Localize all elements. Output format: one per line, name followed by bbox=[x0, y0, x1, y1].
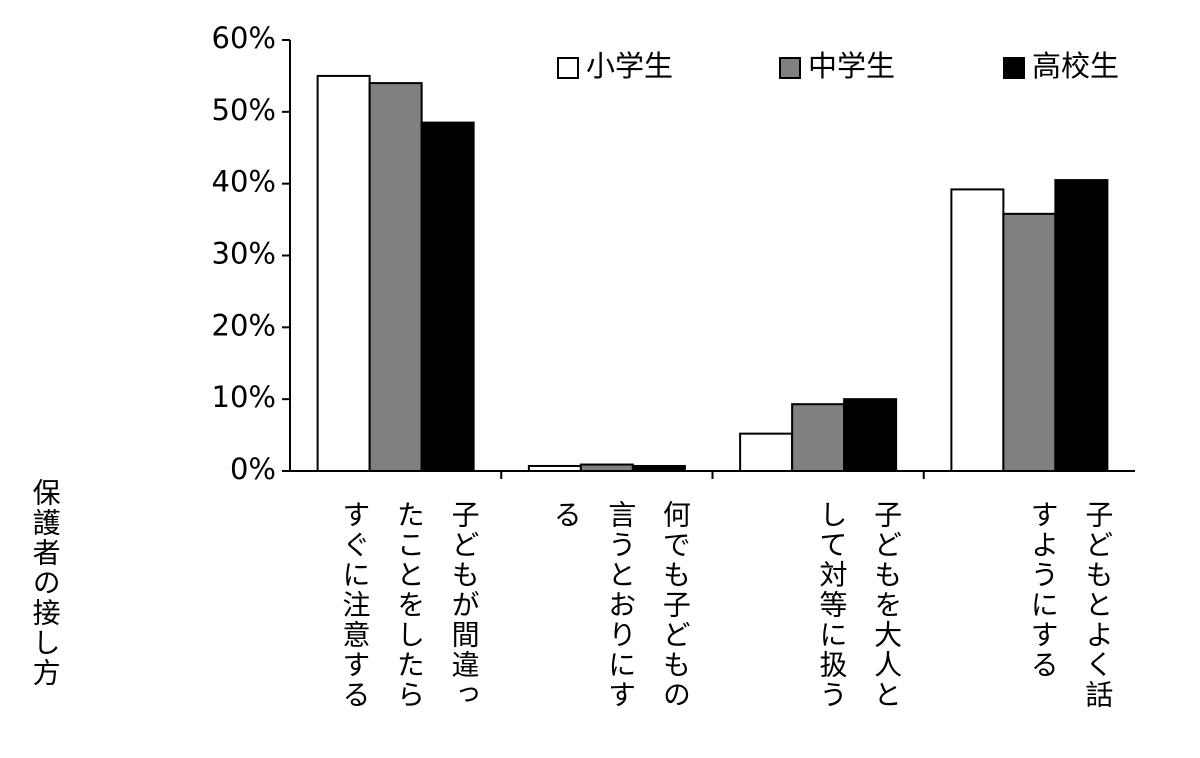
y-tick-label: 40% bbox=[212, 165, 276, 199]
legend-swatch bbox=[1003, 57, 1025, 79]
bar bbox=[950, 188, 1005, 472]
bar bbox=[1002, 212, 1057, 472]
bar bbox=[791, 403, 846, 473]
x-tick-label: 子どもが間違ったことをしたらすぐに注意する bbox=[338, 500, 481, 710]
bar bbox=[420, 121, 475, 472]
y-tick-label: 30% bbox=[212, 237, 276, 271]
legend-label: 高校生 bbox=[1032, 49, 1119, 83]
y-tick-label: 50% bbox=[212, 93, 276, 127]
legend-label: 中学生 bbox=[808, 49, 895, 83]
x-tick-label: 何でも子どもの言うとおりにする bbox=[549, 500, 692, 710]
bar bbox=[316, 74, 371, 473]
bar bbox=[739, 432, 794, 472]
y-tick-label: 10% bbox=[212, 380, 276, 414]
x-tick-label: 子どもとよく話すようにする bbox=[1026, 500, 1115, 710]
y-tick-label: 60% bbox=[212, 21, 276, 55]
bar bbox=[368, 82, 423, 472]
y-tick-label: 0% bbox=[230, 452, 276, 486]
x-tick-label: 子どもを大人として対等に扱う bbox=[815, 500, 904, 710]
legend-swatch bbox=[557, 57, 579, 79]
bar bbox=[843, 398, 898, 472]
x-axis-label: 保護者の接し方 bbox=[28, 478, 62, 688]
legend-swatch bbox=[779, 57, 801, 79]
bar bbox=[631, 464, 686, 473]
bar bbox=[527, 464, 582, 473]
bar bbox=[1054, 179, 1109, 472]
y-tick-label: 20% bbox=[212, 308, 276, 342]
legend-label: 小学生 bbox=[586, 49, 673, 83]
bar bbox=[579, 463, 634, 473]
